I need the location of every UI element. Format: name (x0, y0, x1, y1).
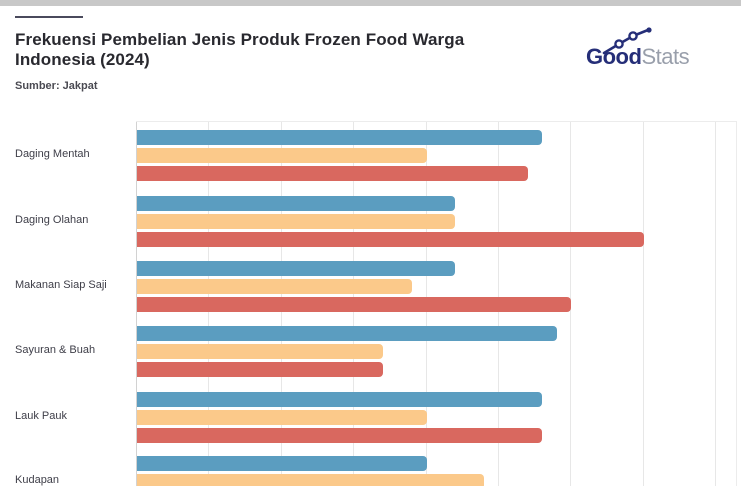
bar-series-blue-2[interactable] (137, 196, 455, 211)
bar-series-orange-5[interactable] (137, 410, 427, 425)
bar-series-orange-1[interactable] (137, 148, 427, 163)
logo-text-stats: Stats (641, 44, 690, 69)
chart-title-line2: Indonesia (2024) (15, 50, 150, 69)
category-label: Makanan Siap Saji (15, 279, 107, 291)
plot-right-border (736, 121, 737, 486)
y-axis-line (136, 121, 137, 486)
category-label: Daging Olahan (15, 214, 89, 226)
bar-series-red-5[interactable] (137, 428, 542, 443)
bar-series-red-2[interactable] (137, 232, 644, 247)
gridline (715, 121, 716, 486)
bar-series-orange-3[interactable] (137, 279, 412, 294)
bar-series-red-4[interactable] (137, 362, 383, 377)
chart-title-line1: Frekuensi Pembelian Jenis Produk Frozen … (15, 30, 465, 49)
bar-series-orange-2[interactable] (137, 214, 455, 229)
top-strip (0, 0, 741, 6)
category-label: Daging Mentah (15, 148, 90, 160)
category-label: Lauk Pauk (15, 410, 67, 422)
trend-line-icon (602, 27, 652, 55)
goodstats-logo: GoodStats (586, 26, 711, 72)
category-label: Sayuran & Buah (15, 344, 96, 356)
bar-series-blue-4[interactable] (137, 326, 557, 341)
bar-series-red-3[interactable] (137, 297, 571, 312)
logo-text-good: Good (586, 44, 642, 69)
chart-title: Frekuensi Pembelian Jenis Produk Frozen … (15, 30, 570, 70)
bar-series-red-1[interactable] (137, 166, 528, 181)
bar-series-blue-1[interactable] (137, 130, 542, 145)
bar-series-orange-4[interactable] (137, 344, 383, 359)
logo-text: GoodStats (586, 44, 690, 70)
chart-source: Sumber: Jakpat (15, 80, 98, 92)
plot-top-border (136, 121, 737, 122)
category-label: Kudapan (15, 474, 60, 486)
bar-series-blue-5[interactable] (137, 392, 542, 407)
bar-series-blue-3[interactable] (137, 261, 455, 276)
bar-series-orange-6[interactable] (137, 474, 484, 486)
bar-series-blue-6[interactable] (137, 456, 427, 471)
gridline (643, 121, 644, 486)
title-accent-dash (15, 16, 83, 18)
